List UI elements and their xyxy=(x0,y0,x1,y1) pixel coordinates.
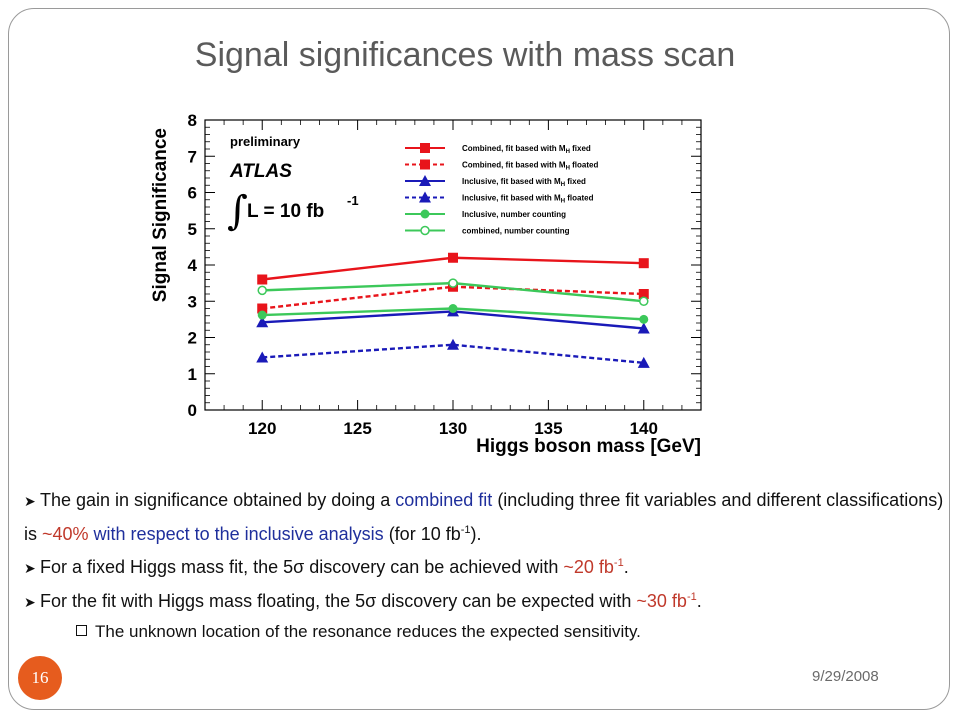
data-point-s1-1 xyxy=(257,274,268,285)
data-point-s1-2 xyxy=(448,252,458,263)
bullet-2-text-a: For a fixed Higgs mass fit, the 5σ disco… xyxy=(40,557,564,577)
bullet-2-sup: -1 xyxy=(613,557,624,569)
data-point-s4-3 xyxy=(637,356,650,368)
legend-marker-6 xyxy=(420,225,430,236)
lumi-sup-label: -1 xyxy=(347,193,359,208)
x-tick-label: 135 xyxy=(534,419,562,438)
legend-entry-4: Inclusive, fit based with MH floated xyxy=(462,194,594,205)
y-tick-label: 1 xyxy=(188,365,197,384)
y-tick-label: 3 xyxy=(188,292,197,311)
data-point-s6-3 xyxy=(639,296,649,306)
atlas-label: ATLAS xyxy=(229,161,292,182)
lumi-label: L = 10 fb xyxy=(247,201,324,222)
data-point-s3-1 xyxy=(256,316,269,328)
y-tick-label: 7 xyxy=(188,147,197,166)
y-axis-label: Signal Significance xyxy=(150,128,171,302)
legend-marker-2 xyxy=(420,159,430,170)
legend-marker-1 xyxy=(420,143,430,153)
legend-entry-2: Combined, fit based with MH floated xyxy=(462,161,598,172)
data-point-s2-3 xyxy=(638,289,649,299)
bullet-1-highlight-combined: combined fit xyxy=(395,490,493,510)
y-tick-label: 5 xyxy=(188,220,197,239)
bullet-1-text-d: ). xyxy=(470,524,482,544)
x-axis-label: Higgs boson mass [GeV] xyxy=(476,436,701,457)
legend-entry-1: Combined, fit based with MH fixed xyxy=(462,144,591,155)
legend-entry-5: Inclusive, number counting xyxy=(462,210,566,219)
x-tick-label: 125 xyxy=(343,419,371,438)
legend-marker-4 xyxy=(419,191,431,203)
data-point-s5-1 xyxy=(257,310,267,320)
sub-bullet-text: The unknown location of the resonance re… xyxy=(95,622,641,641)
arrow-bullet-icon: ➤ xyxy=(24,560,36,576)
bullet-1-text-c: (for 10 fb xyxy=(383,524,461,544)
bullet-3-text-b: . xyxy=(696,591,702,611)
bullet-item-1: ➤ The gain in significance obtained by do… xyxy=(24,486,944,549)
data-point-s1-3 xyxy=(638,258,649,269)
y-tick-label: 6 xyxy=(188,184,197,203)
y-tick-label: 2 xyxy=(188,329,197,348)
y-tick-label: 4 xyxy=(188,256,198,275)
sub-bullet-item: The unknown location of the resonance re… xyxy=(24,617,944,646)
bullet-1-sup: -1 xyxy=(460,524,471,536)
arrow-bullet-icon: ➤ xyxy=(24,493,36,509)
legend-marker-5 xyxy=(420,209,430,219)
data-point-s3-3 xyxy=(637,322,650,334)
plot-frame xyxy=(204,119,702,411)
data-point-s5-2 xyxy=(448,304,458,313)
y-tick-label: 8 xyxy=(188,111,197,130)
data-point-s4-2 xyxy=(447,338,459,350)
data-point-s4-1 xyxy=(256,351,269,363)
data-point-s2-1 xyxy=(257,303,268,314)
checkbox-bullet-icon xyxy=(76,625,87,636)
bullet-item-2: ➤ For a fixed Higgs mass fit, the 5σ disc… xyxy=(24,549,944,583)
x-tick-label: 140 xyxy=(630,419,658,438)
data-point-s6-1 xyxy=(257,285,267,296)
y-tick-label: 0 xyxy=(188,401,197,420)
arrow-bullet-icon: ➤ xyxy=(24,594,36,610)
bullet-1-highlight-inclusive: with respect to the inclusive analysis xyxy=(88,524,384,544)
bullet-2-highlight-lumi: ~20 fb xyxy=(563,557,614,577)
slide-date: 9/29/2008 xyxy=(812,668,879,685)
x-tick-label: 130 xyxy=(439,419,467,438)
data-point-s5-3 xyxy=(639,314,649,324)
bullet-3-highlight-lumi: ~30 fb xyxy=(636,591,687,611)
bullet-3-text-a: For the fit with Higgs mass floating, th… xyxy=(40,591,637,611)
legend-entry-3: Inclusive, fit based with MH fixed xyxy=(462,177,586,188)
bullet-1-text-a: The gain in significance obtained by doi… xyxy=(40,490,396,510)
legend-marker-3 xyxy=(419,175,431,186)
page-number-badge: 16 xyxy=(18,656,62,700)
x-tick-label: 120 xyxy=(248,419,276,438)
legend-entry-6: combined, number counting xyxy=(462,227,570,236)
data-point-s6-2 xyxy=(448,278,458,288)
bullet-list: ➤ The gain in significance obtained by do… xyxy=(24,486,944,646)
slide-title: Signal significances with mass scan xyxy=(194,36,736,74)
integral-sign-icon: ∫ xyxy=(227,188,248,234)
bullet-1-text-b: (including three fit variables and diffe… xyxy=(24,490,944,544)
bullet-item-3: ➤ For the fit with Higgs mass floating, t… xyxy=(24,583,944,617)
bullet-1-highlight-percent: ~40% xyxy=(42,524,89,544)
bullet-3-sup: -1 xyxy=(686,591,697,603)
preliminary-label: preliminary xyxy=(230,134,301,149)
bullet-2-text-b: . xyxy=(623,557,629,577)
